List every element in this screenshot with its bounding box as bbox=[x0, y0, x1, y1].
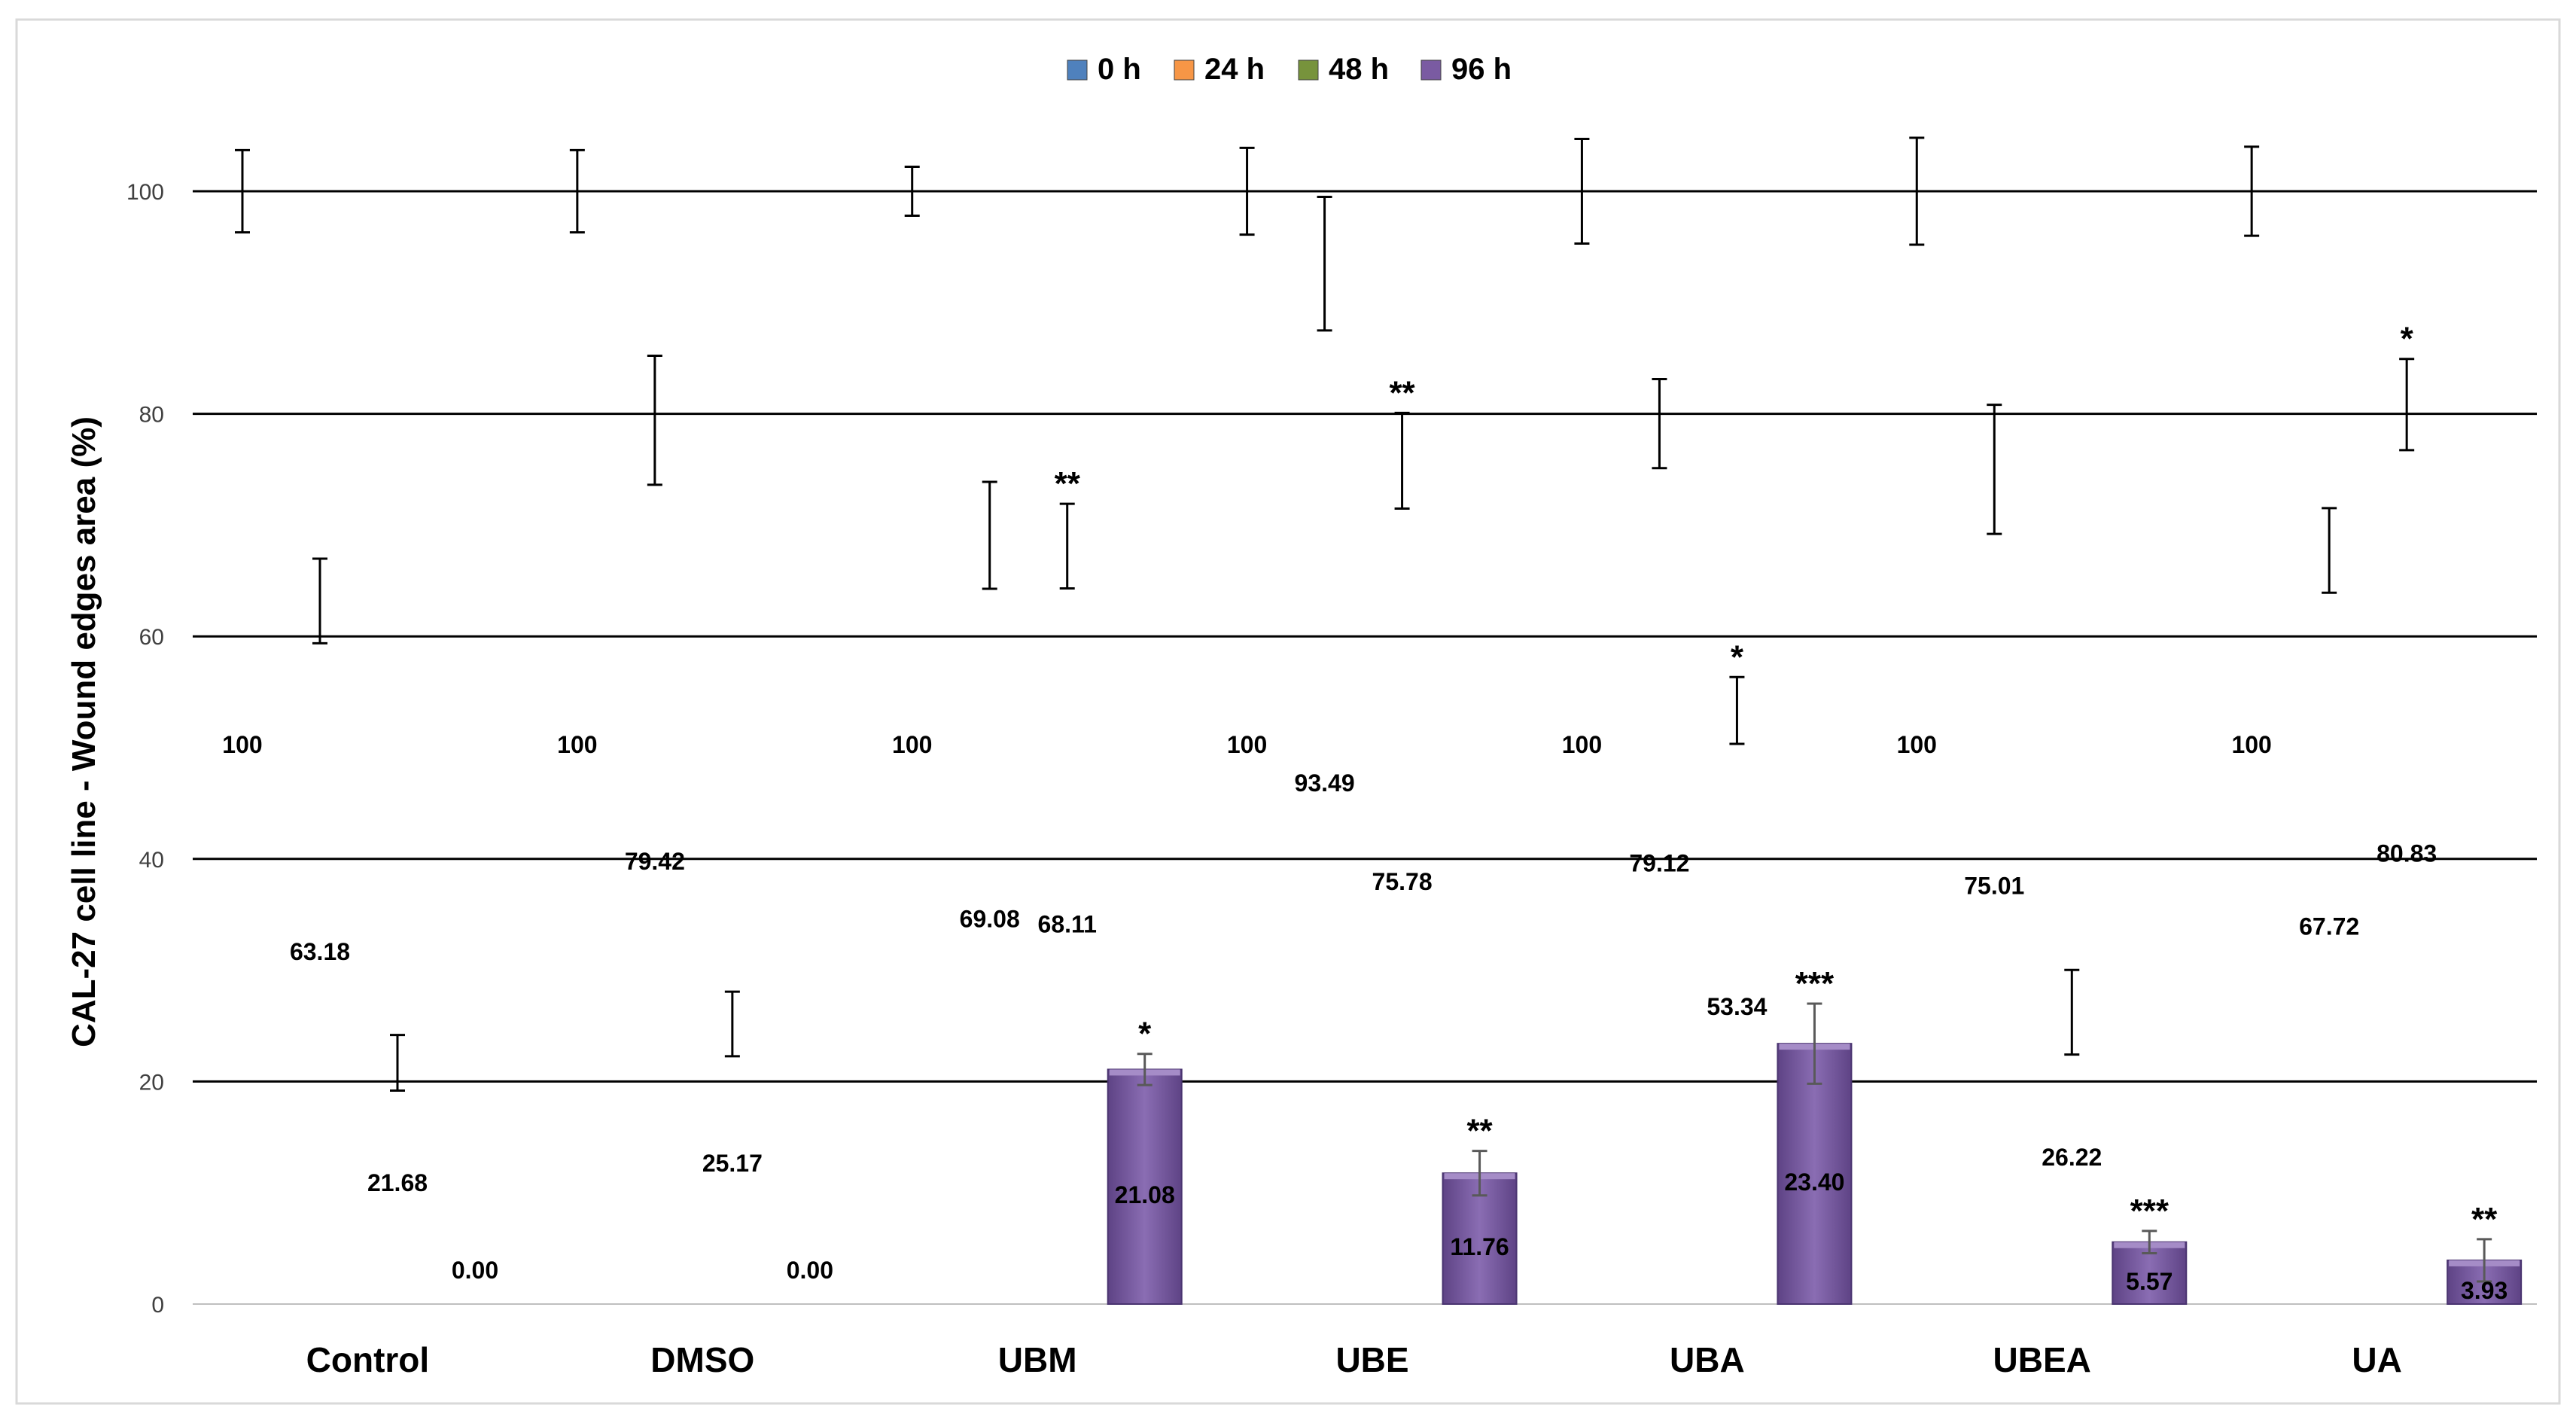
significance-marks: *************** ** bbox=[1055, 321, 2498, 1238]
y-axis-ticks: 0 20 40 60 80 100 bbox=[126, 180, 164, 1318]
significance-mark: *** bbox=[2130, 1193, 2170, 1230]
bar-uba-96h bbox=[1777, 1043, 1853, 1305]
y-tick-label: 100 bbox=[126, 180, 164, 205]
data-label-96h-control: 0.00 bbox=[452, 1257, 498, 1284]
data-label-48h-ubm: 68.11 bbox=[1038, 911, 1097, 938]
significance-mark: * bbox=[2401, 321, 2414, 358]
data-label-96h-ube: 11.76 bbox=[1450, 1233, 1509, 1260]
data-label-48h-ubea: 26.22 bbox=[2042, 1144, 2102, 1171]
data-label-24h-ua: 67.72 bbox=[2299, 913, 2359, 940]
gridlines bbox=[193, 190, 2537, 1305]
significance-mark: * bbox=[1138, 1016, 1152, 1053]
x-tick-ube: UBE bbox=[1335, 1340, 1408, 1379]
error-bars bbox=[235, 136, 2492, 1283]
data-label-48h-ube: 75.78 bbox=[1372, 868, 1433, 895]
data-label-0h-ubm: 100 bbox=[892, 731, 932, 758]
data-label-96h-uba: 23.40 bbox=[1784, 1169, 1844, 1196]
legend: 0 h 24 h 48 h 96 h bbox=[1067, 53, 1512, 86]
x-tick-dmso: DMSO bbox=[650, 1340, 754, 1379]
legend-swatch-96h bbox=[1420, 59, 1442, 81]
significance-mark: ** bbox=[1389, 374, 1415, 411]
data-label-0h-ubea: 100 bbox=[1897, 731, 1937, 758]
legend-label-0h: 0 h bbox=[1098, 53, 1141, 86]
x-axis-categories: Control DMSO UBM UBE UBA UBEA UA bbox=[306, 1340, 2402, 1379]
x-tick-control: Control bbox=[306, 1340, 430, 1379]
legend-swatch-24h bbox=[1174, 59, 1195, 81]
significance-mark: ** bbox=[1466, 1113, 1493, 1150]
x-tick-ubm: UBM bbox=[998, 1340, 1077, 1379]
significance-mark: * bbox=[1731, 638, 1744, 675]
bar-ubea-96h bbox=[2112, 1241, 2188, 1306]
data-label-24h-ubm: 69.08 bbox=[960, 905, 1020, 932]
bars bbox=[1107, 1043, 2523, 1306]
data-label-48h-control: 21.68 bbox=[367, 1169, 428, 1196]
y-tick-label: 0 bbox=[151, 1293, 164, 1318]
chart-border bbox=[15, 18, 2561, 1405]
x-tick-ua: UA bbox=[2352, 1340, 2401, 1379]
legend-swatch-48h bbox=[1298, 59, 1319, 81]
data-label-24h-dmso: 79.42 bbox=[625, 848, 685, 875]
data-label-48h-dmso: 25.17 bbox=[702, 1150, 763, 1177]
data-label-96h-dmso: 0.00 bbox=[787, 1257, 833, 1284]
data-label-48h-ua: 80.83 bbox=[2377, 840, 2437, 867]
y-tick-label: 20 bbox=[139, 1070, 164, 1095]
y-axis-label: CAL-27 cell line - Wound edges area (%) bbox=[65, 416, 102, 1047]
legend-swatch-0h bbox=[1067, 59, 1088, 81]
data-label-0h-ube: 100 bbox=[1227, 731, 1267, 758]
data-label-24h-ube: 93.49 bbox=[1295, 769, 1355, 797]
data-label-96h-ubea: 5.57 bbox=[2126, 1268, 2173, 1295]
data-label-24h-uba: 79.12 bbox=[1629, 849, 1689, 876]
legend-label-24h: 24 h bbox=[1204, 53, 1265, 86]
legend-label-96h: 96 h bbox=[1451, 53, 1512, 86]
significance-mark: *** bbox=[1795, 965, 1835, 1002]
y-tick-label: 60 bbox=[139, 625, 164, 650]
significance-mark: ** bbox=[1055, 465, 1081, 502]
data-label-24h-ubea: 75.01 bbox=[1964, 873, 2024, 900]
data-label-0h-ua: 100 bbox=[2231, 731, 2271, 758]
data-label-0h-dmso: 100 bbox=[557, 731, 597, 758]
data-label-0h-control: 100 bbox=[222, 731, 262, 758]
legend-label-48h: 48 h bbox=[1329, 53, 1389, 86]
data-label-48h-uba: 53.34 bbox=[1707, 993, 1767, 1020]
y-tick-label: 40 bbox=[139, 848, 164, 873]
significance-mark: ** bbox=[2471, 1201, 2498, 1238]
x-tick-uba: UBA bbox=[1670, 1340, 1745, 1379]
data-label-0h-uba: 100 bbox=[1562, 731, 1602, 758]
data-label-96h-ua: 3.93 bbox=[2461, 1277, 2507, 1304]
data-label-24h-control: 63.18 bbox=[290, 938, 350, 965]
y-tick-label: 80 bbox=[139, 403, 164, 428]
x-tick-ubea: UBEA bbox=[1993, 1340, 2091, 1379]
data-labels: 100 100 100 100 100 100 100 63.18 79.42 69.08 93.4… bbox=[222, 731, 2507, 1304]
data-label-96h-ubm: 21.08 bbox=[1115, 1181, 1175, 1208]
